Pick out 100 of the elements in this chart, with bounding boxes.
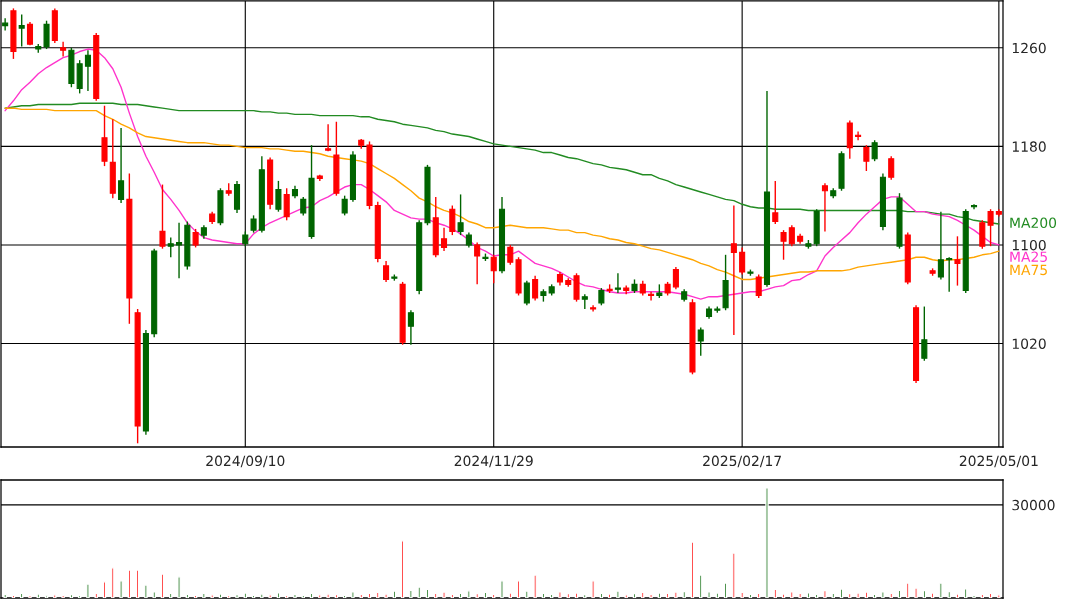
candlestick	[84, 49, 91, 92]
bar	[392, 590, 397, 598]
bar	[334, 593, 339, 598]
bar	[177, 576, 181, 598]
x-tick-label: 2025/05/01	[959, 455, 1038, 468]
bar	[61, 594, 65, 598]
candlestick	[954, 235, 961, 287]
bar	[409, 589, 413, 598]
candlestick	[614, 272, 621, 294]
candlestick	[275, 180, 282, 213]
bar	[699, 574, 703, 598]
candlestick	[60, 40, 67, 58]
bar	[864, 591, 869, 598]
bar	[442, 591, 446, 598]
x-tick-label: 2024/11/29	[454, 455, 533, 468]
bar	[806, 592, 811, 598]
candlestick	[888, 155, 895, 181]
candlestick	[383, 260, 390, 283]
y-tick-label: 1260	[1012, 42, 1046, 54]
candlestick	[341, 194, 348, 217]
bar	[839, 588, 844, 598]
bar	[193, 594, 198, 598]
bar	[715, 592, 720, 598]
bar	[500, 580, 504, 598]
bar	[947, 590, 951, 598]
candlestick	[159, 183, 166, 250]
bar	[152, 591, 156, 598]
bar	[226, 594, 231, 598]
bar	[11, 594, 16, 598]
bar	[583, 593, 587, 598]
bar	[260, 593, 264, 598]
candlestick	[946, 256, 953, 293]
bar	[765, 487, 769, 598]
bar	[790, 591, 794, 598]
candlestick	[581, 293, 588, 310]
bar	[566, 592, 570, 598]
candlestick	[407, 309, 414, 346]
candlestick	[780, 229, 787, 261]
bar	[284, 594, 289, 598]
bar	[955, 593, 960, 598]
bar	[641, 591, 645, 598]
bar	[69, 593, 74, 598]
bar	[930, 592, 935, 598]
bar	[251, 594, 256, 598]
candlestick	[101, 105, 108, 167]
line-series	[4, 48, 1000, 300]
bar	[417, 586, 421, 598]
bar	[740, 591, 744, 598]
candlestick	[300, 196, 307, 217]
bar	[44, 595, 49, 598]
bar	[591, 580, 595, 598]
bar	[3, 593, 7, 598]
bar	[574, 592, 579, 598]
bar	[707, 591, 711, 598]
bar	[318, 594, 322, 598]
bar	[36, 593, 40, 598]
candlestick	[979, 219, 986, 250]
y-tick-label: 30000	[1012, 499, 1055, 511]
bar	[682, 590, 686, 598]
bar	[127, 569, 132, 598]
y-tick-label: 1020	[1012, 338, 1046, 349]
bar	[632, 592, 637, 598]
series-label: MA200	[1010, 217, 1057, 229]
candlestick	[672, 266, 679, 290]
bar	[77, 594, 82, 598]
series-label: MA75	[1010, 264, 1047, 276]
bar	[889, 592, 893, 598]
bar	[856, 592, 860, 598]
bar	[533, 574, 537, 598]
bar	[964, 587, 968, 598]
bar	[53, 594, 57, 598]
bar	[525, 590, 529, 598]
bar	[359, 593, 363, 598]
candlestick	[788, 224, 795, 247]
candlestick	[18, 13, 25, 48]
candlestick	[739, 246, 746, 276]
candlestick	[523, 279, 530, 307]
bar	[516, 580, 521, 598]
bar	[268, 594, 272, 598]
bar	[276, 592, 281, 598]
candlestick	[325, 123, 332, 153]
x-tick-label: 2024/09/10	[206, 455, 285, 468]
bar	[657, 592, 662, 598]
bar	[135, 569, 140, 598]
bar	[102, 581, 107, 598]
candlestick	[457, 193, 464, 236]
bar	[475, 592, 479, 598]
bar	[384, 593, 388, 598]
candlestick	[730, 204, 737, 336]
bar	[243, 592, 248, 598]
candlestick	[449, 204, 456, 236]
candlestick	[440, 227, 448, 252]
bar	[607, 593, 612, 598]
bar	[798, 592, 802, 598]
candlestick	[283, 187, 290, 221]
bar	[508, 592, 513, 598]
y-tick-label: 1180	[1012, 141, 1046, 152]
bar	[235, 593, 239, 598]
bar	[922, 589, 927, 598]
candlestick	[863, 144, 870, 172]
